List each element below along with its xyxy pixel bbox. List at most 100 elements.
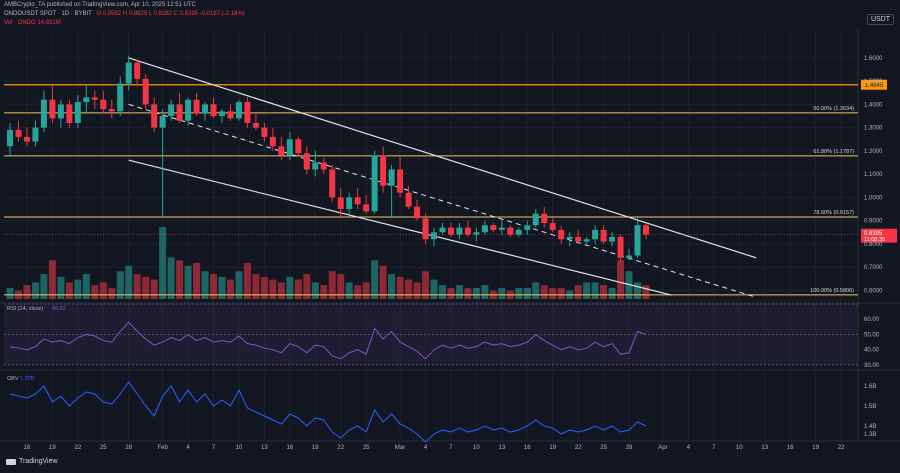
- volume-bar: [413, 282, 421, 299]
- candle-body: [295, 139, 302, 154]
- time-tick-label: 7: [212, 445, 216, 451]
- time-tick-label: 4: [424, 445, 428, 451]
- rsi-tick-label: 50.00: [864, 332, 880, 338]
- channel-lower-line: [128, 159, 672, 296]
- candle-body: [142, 78, 149, 105]
- candle-body: [312, 162, 319, 170]
- candle-body: [202, 104, 209, 114]
- candle-body: [117, 83, 124, 112]
- obv-line: [9, 381, 647, 443]
- time-tick-label: 16: [24, 445, 31, 451]
- time-tick-label: 10: [736, 445, 743, 451]
- price-tick-label: 0.7000: [864, 265, 883, 271]
- volume-bar: [396, 276, 404, 299]
- candle-body: [40, 99, 47, 128]
- time-tick-label: 22: [575, 445, 582, 451]
- volume-bar: [371, 260, 379, 299]
- candle-body: [91, 97, 98, 100]
- candle-body: [346, 197, 353, 210]
- candle-body: [168, 104, 175, 117]
- price-tick-label: 1.3000: [864, 126, 883, 132]
- time-tick-label: 22: [838, 445, 845, 451]
- rsi-value: 49.82: [52, 306, 66, 312]
- volume-bar: [328, 271, 336, 299]
- candle-body: [227, 111, 234, 119]
- candle-body: [447, 227, 454, 235]
- time-tick-label: 13: [498, 445, 505, 451]
- candle-body: [57, 104, 64, 119]
- time-tick-label: 25: [363, 445, 370, 451]
- candle-body: [134, 62, 141, 79]
- time-tick-label: 7: [449, 445, 453, 451]
- candle-body: [558, 229, 565, 240]
- volume-bar: [193, 263, 201, 299]
- time-tick-label: Mar: [395, 445, 405, 451]
- time-tick-label: Apr: [658, 445, 667, 451]
- obv-tick-label: 1.4B: [864, 424, 876, 430]
- time-tick-label: 10: [236, 445, 243, 451]
- volume-bar: [116, 271, 124, 299]
- volume-bar: [481, 285, 489, 299]
- volume-bar: [184, 265, 192, 299]
- countdown-label: 11:08:35: [864, 237, 885, 243]
- volume-line: Vol · ONDO 14.931M: [4, 20, 64, 26]
- candle-body: [108, 109, 115, 112]
- volume-bar: [82, 274, 90, 299]
- current-price-tag: [861, 228, 897, 243]
- candle-body: [541, 213, 548, 223]
- volume-bar: [260, 276, 268, 299]
- volume-bar: [515, 287, 523, 299]
- volume-bar: [634, 282, 642, 299]
- volume-bar: [523, 287, 531, 299]
- time-tick-label: 16: [286, 445, 293, 451]
- volume-bar: [226, 279, 234, 299]
- time-tick-label: 22: [74, 445, 81, 451]
- volume-bar: [286, 276, 294, 299]
- candle-body: [609, 236, 616, 242]
- volume-bar: [243, 263, 251, 299]
- time-tick-label: 28: [125, 445, 132, 451]
- candle-body: [380, 155, 387, 186]
- resistance-price-label: 1.4845: [865, 83, 884, 89]
- volume-bar: [48, 260, 56, 299]
- volume-bar: [337, 274, 345, 299]
- volume-bar: [235, 271, 243, 299]
- candle-body: [566, 236, 573, 240]
- volume-bar: [65, 282, 73, 299]
- time-tick-label: 16: [524, 445, 531, 451]
- candle-body: [575, 236, 582, 242]
- current-price-label: 0.8395: [864, 231, 883, 237]
- volume-bar: [405, 279, 413, 299]
- candle-body: [219, 111, 225, 117]
- volume-bar: [472, 287, 480, 299]
- grid-lines: [4, 30, 858, 440]
- rsi-tick-label: 60.00: [864, 317, 880, 323]
- candle-body: [286, 139, 293, 156]
- time-tick-label: 25: [600, 445, 607, 451]
- fib-level-label: 100.00% (0.5806): [810, 288, 854, 294]
- volume-bar: [608, 287, 616, 299]
- candle-body: [354, 197, 361, 205]
- candle-body: [490, 225, 497, 230]
- currency-selector[interactable]: USDT: [866, 14, 894, 25]
- time-tick-label: 28: [626, 445, 633, 451]
- price-tick-label: 0.8000: [864, 242, 883, 248]
- candle-body: [617, 236, 624, 258]
- rsi-tick-label: 30.00: [864, 363, 880, 369]
- candle-body: [363, 204, 370, 212]
- volume-bar: [6, 287, 14, 299]
- candle-body: [397, 169, 404, 193]
- candle-body: [176, 104, 183, 121]
- resistance-price-tag: [861, 79, 887, 90]
- symbol-text[interactable]: ONDOUSDT SPOT · 1D · BYBIT: [4, 11, 92, 17]
- candle-body: [100, 99, 107, 110]
- obv-value: 1.37B: [20, 376, 35, 382]
- candle-body: [7, 129, 13, 147]
- volume-bar: [557, 287, 565, 299]
- candle-body: [23, 136, 30, 142]
- volume-text: Vol · ONDO 14.931M: [4, 20, 61, 26]
- volume-bar: [549, 287, 557, 299]
- price-tick-label: 1.1000: [864, 172, 883, 178]
